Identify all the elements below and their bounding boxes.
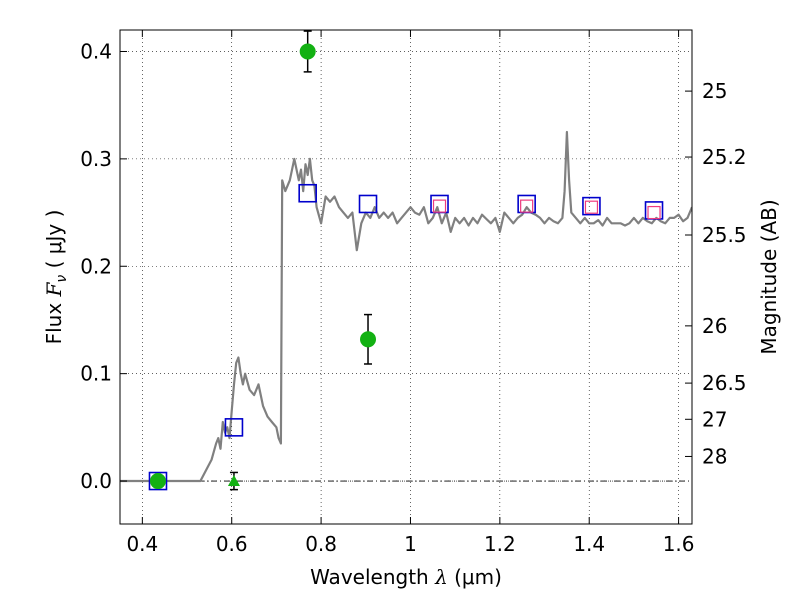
x-axis-label: Wavelength λ (μm) [310,565,502,589]
y-axis-label-suffix: ( μJy ) [42,210,66,275]
model-photometry-square [148,471,168,491]
plot-area [120,30,692,491]
y-axis-label-symbol: F [42,281,66,297]
x-tick-label: 1.6 [663,532,695,556]
gridlines [120,30,692,524]
y-axis-label: Flux Fν ( μJy ) [42,210,70,345]
x-axis-label-prefix: Wavelength [310,565,435,589]
y2-tick-label: 26.5 [702,371,747,395]
y-tick-label: 0.3 [80,147,112,171]
x-axis: 0.4 0.6 0.8 1 1.2 1.4 1.6 [126,30,695,556]
y-axis: 0.0 0.1 0.2 0.3 0.4 [80,39,127,493]
model-photometry-inner-square [520,199,534,213]
observed-flux-point [360,331,377,348]
y2-tick-label: 25 [702,79,727,103]
plot-frame [119,29,693,525]
x-tick-label: 0.8 [305,532,337,556]
model-photometry-square [358,194,378,214]
x-tick-label: 0.4 [126,532,158,556]
plot-marks [120,30,692,491]
model-photometry-inner-square [432,199,447,213]
y2-tick-label: 26 [702,314,727,338]
model-spectrum-line [120,130,692,483]
y2-axis: 25 25.2 25.5 26 26.5 27 28 [685,79,747,468]
y2-tick-label: 25.5 [702,223,747,247]
model-photometry-inner-square [584,200,599,214]
y-axis-label-prefix: Flux [42,296,66,344]
x-tick-label: 1.4 [573,532,605,556]
model-photometry-square [224,418,244,437]
x-tick-label: 1 [404,532,417,556]
y2-axis-label: Magnitude (AB) [757,199,781,354]
model-photometry-square [582,196,601,216]
y-tick-label: 0.4 [80,39,112,63]
y-tick-label: 0.2 [80,254,112,278]
upper-limit-triangle [227,475,240,487]
model-photometry-square [298,183,317,203]
observed-flux-point [299,43,316,60]
x-tick-label: 0.6 [216,532,248,556]
x-axis-label-suffix: (μm) [448,565,502,589]
x-tick-label: 1.2 [484,532,516,556]
x-axis-label-symbol: λ [434,565,448,589]
y2-tick-label: 25.2 [702,145,747,169]
y2-tick-label: 27 [702,407,727,431]
model-photometry-inner-square [647,205,661,220]
y-tick-label: 0.1 [80,362,112,386]
y2-tick-label: 28 [702,444,727,468]
y-tick-label: 0.0 [80,469,112,493]
observed-flux-point [149,473,166,490]
y-axis-label-subscript: ν [54,275,70,283]
plot-background [120,30,692,524]
